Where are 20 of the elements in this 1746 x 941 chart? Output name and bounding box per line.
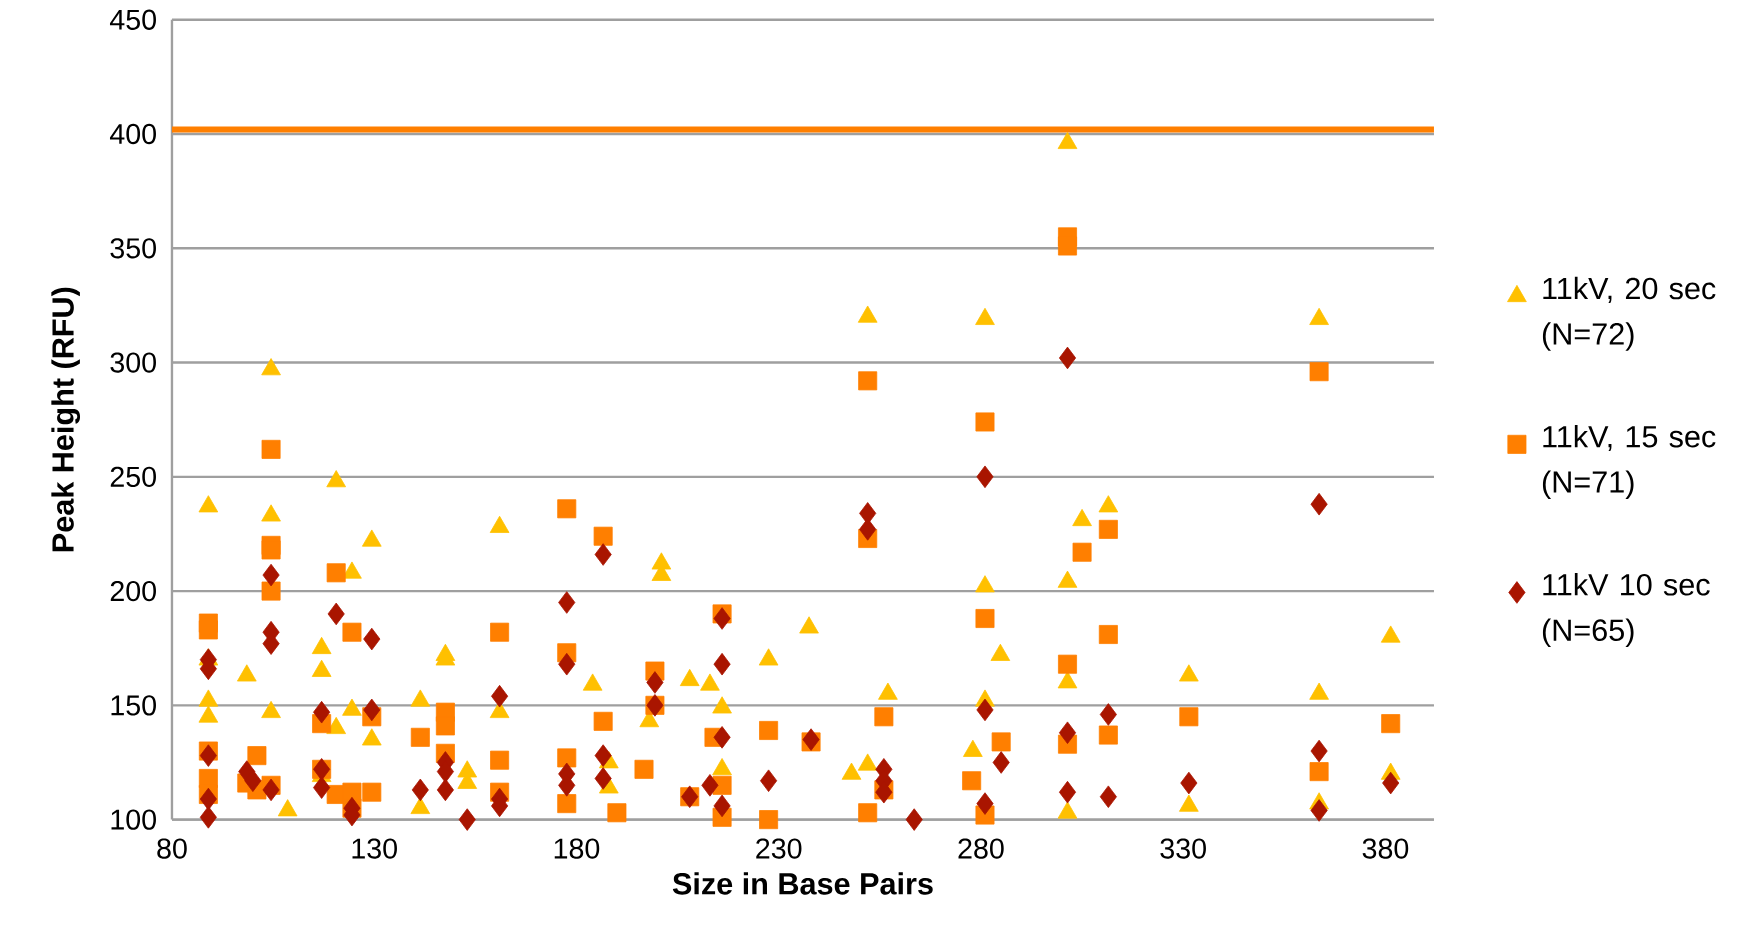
y-tick-label: 300	[110, 352, 156, 373]
x-tick-label: 380	[1362, 838, 1409, 859]
y-tick-label: 150	[111, 695, 156, 716]
y-tick-label: 350	[110, 238, 156, 259]
x-axis-title: Size in Base Pairs	[672, 872, 933, 895]
x-tick-label: 230	[756, 838, 802, 859]
y-tick-label: 250	[110, 466, 156, 487]
y-tick-label: 100	[111, 809, 156, 830]
x-tick-label: 280	[958, 838, 1004, 859]
y-tick-label: 200	[110, 580, 156, 602]
y-tick-label: 450	[109, 9, 156, 30]
y-axis-title: Peak Height (RFU)	[51, 287, 81, 552]
legend-label: 11kV 10 sec (N=65)	[1542, 573, 1710, 648]
legend-label: 11kV, 20 sec (N=72)	[1542, 276, 1716, 351]
x-tick-label: 80	[157, 838, 187, 859]
x-tick-label: 130	[352, 838, 397, 859]
legend-label: 11kV, 15 sec (N=71)	[1542, 424, 1716, 499]
x-tick-label: 180	[554, 838, 600, 859]
y-tick-label: 400	[109, 123, 156, 145]
x-tick-label: 330	[1160, 838, 1206, 859]
